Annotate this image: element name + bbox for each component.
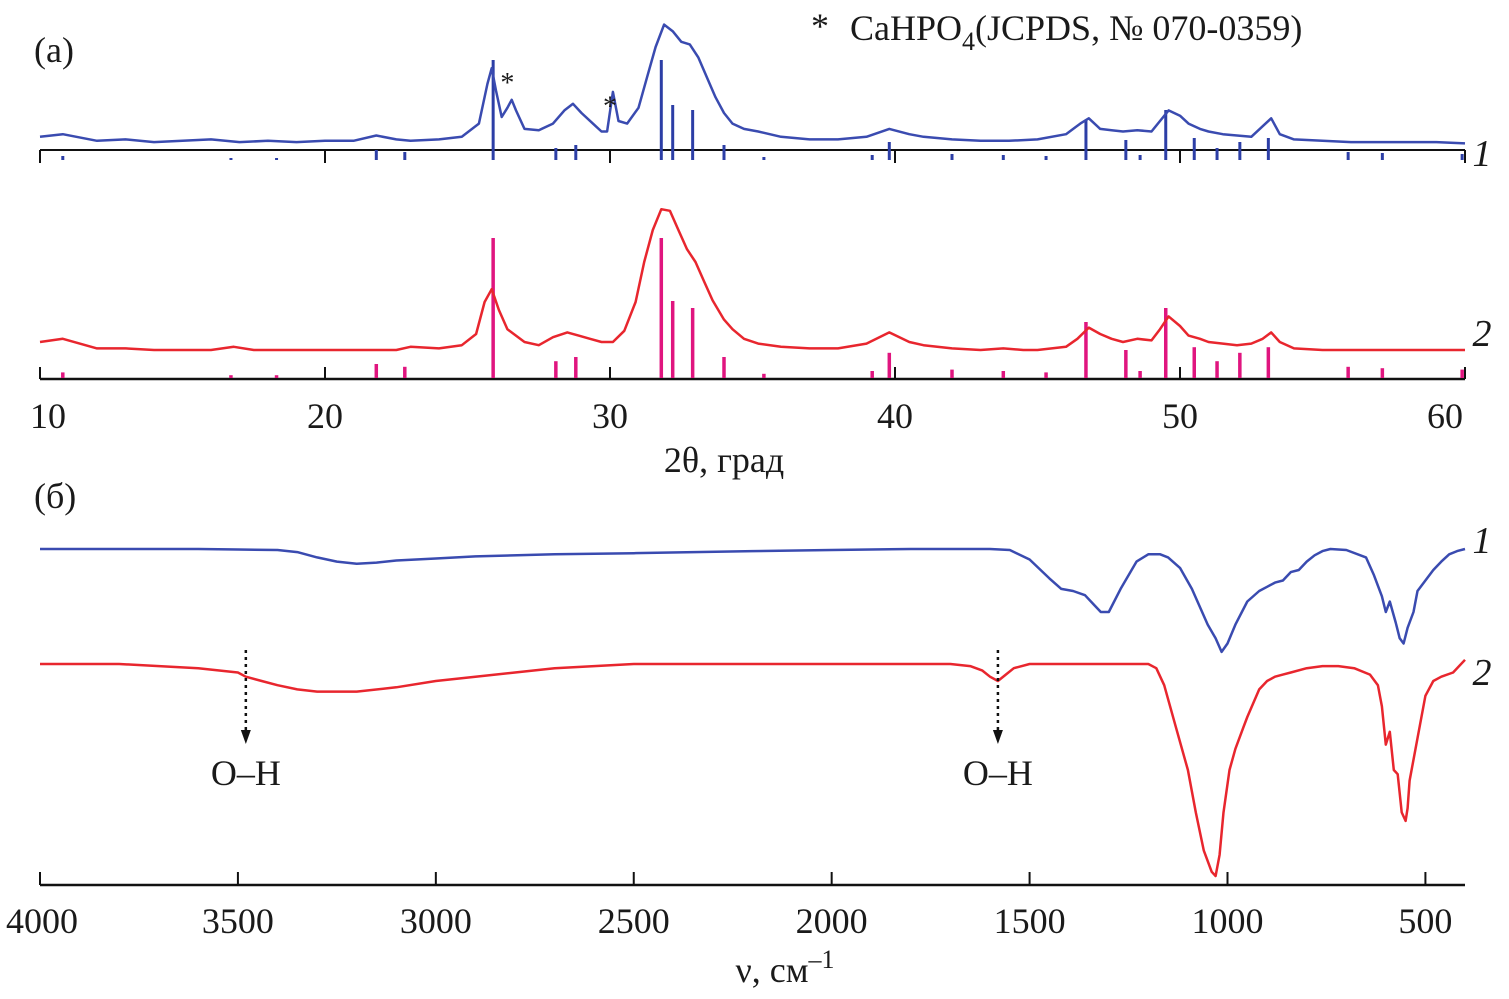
panel-label-b: (б) — [34, 476, 76, 516]
ir-annotations: O–H O–H — [211, 650, 1033, 793]
x-tick-label: 1000 — [1192, 901, 1264, 941]
ir-series-2-line — [40, 658, 1466, 878]
reference-lines-1 — [61, 60, 1464, 160]
ir-x-axis-title: ν, см–1 — [735, 945, 834, 990]
panel-label-a: (а) — [34, 30, 74, 70]
reference-lines-2 — [61, 238, 1464, 378]
xrd-series-1-line — [39, 23, 1466, 145]
xrd-series-2-line — [39, 207, 1465, 352]
x-tick-label: 1500 — [994, 901, 1066, 941]
ir-series-2-label: 2 — [1473, 652, 1492, 694]
x-tick-label: 2000 — [796, 901, 868, 941]
annotation-label: O–H — [211, 753, 281, 793]
x-tick-label: 3000 — [400, 901, 472, 941]
xrd-x-axis-title: 2θ, град — [664, 440, 784, 480]
x-tick-label: 500 — [1398, 901, 1452, 941]
star-marker: * — [603, 92, 617, 123]
x-tick-label: 2500 — [598, 901, 670, 941]
xrd-tick-labels: 10 20 30 40 50 60 — [30, 396, 1463, 436]
x-tick-label: 4000 — [6, 901, 78, 941]
x-tick-label: 50 — [1162, 396, 1198, 436]
legend: * CaHPO4(JCPDS, № 070-0359) — [811, 6, 1302, 56]
x-tick-label: 3500 — [202, 901, 274, 941]
xrd-series-1-label: 1 — [1473, 133, 1492, 175]
xrd-ticks-bottom — [39, 367, 1466, 379]
ir-ticks — [39, 872, 1427, 885]
ir-series-1-line — [40, 547, 1466, 654]
xrd-panel: (а) * CaHPO4(JCPDS, № 070-0359) 10 20 30 40… — [30, 6, 1492, 480]
xrd-ticks-top — [39, 150, 1466, 163]
xrd-series-2-label: 2 — [1473, 313, 1492, 355]
star-marker: * — [500, 68, 514, 99]
annotation-label: O–H — [963, 753, 1033, 793]
x-tick-label: 30 — [592, 396, 628, 436]
x-tick-label: 60 — [1427, 396, 1463, 436]
ir-series-1-label: 1 — [1473, 520, 1492, 562]
annotation-arrowhead — [240, 730, 251, 744]
legend-text: CaHPO4(JCPDS, № 070-0359) — [850, 8, 1302, 56]
x-tick-label: 20 — [307, 396, 343, 436]
star-markers: ** — [500, 68, 617, 123]
ir-tick-labels: 4000 3500 3000 2500 2000 1500 1000 500 — [6, 901, 1452, 941]
annotation-arrowhead — [992, 730, 1003, 744]
x-tick-label: 10 — [30, 396, 66, 436]
ir-panel: (б) 4000 3500 3000 2500 2000 1500 1000 500 O–H O… — [6, 476, 1492, 990]
x-tick-label: 40 — [877, 396, 913, 436]
legend-star-marker: * — [811, 6, 829, 46]
